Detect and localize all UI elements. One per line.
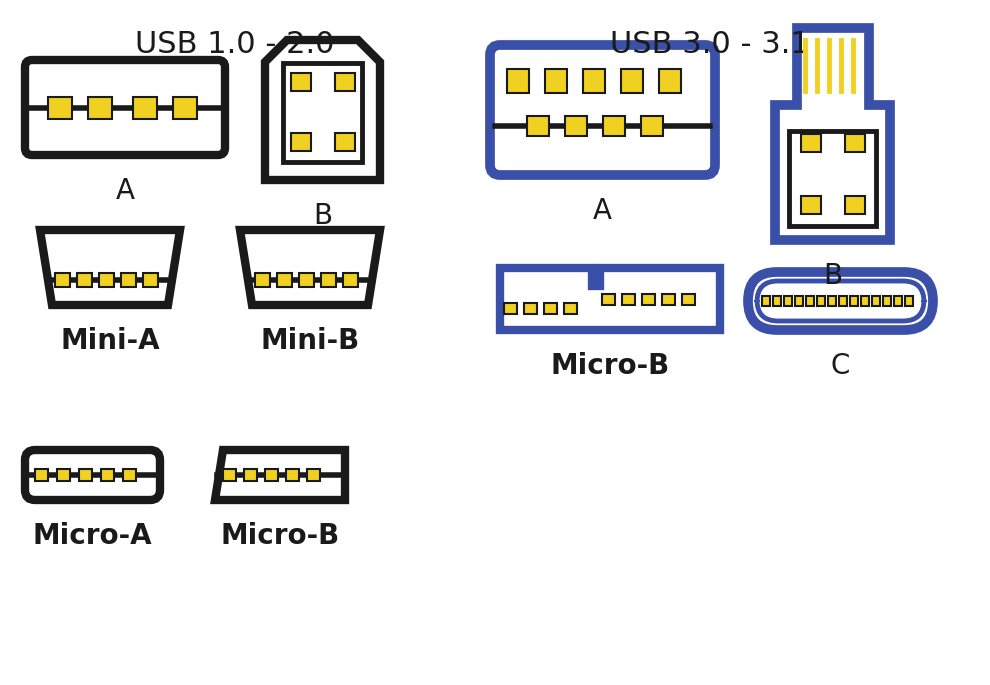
Bar [343, 273, 357, 287]
Bar [789, 131, 876, 226]
Bar [290, 133, 311, 151]
Text: USB 3.0 - 3.1: USB 3.0 - 3.1 [610, 30, 810, 59]
Bar [795, 296, 803, 306]
Text: Mini-A: Mini-A [60, 327, 159, 355]
Bar [123, 469, 136, 481]
Bar [563, 303, 576, 314]
Bar [101, 469, 114, 481]
Bar [56, 469, 69, 481]
FancyBboxPatch shape [490, 45, 715, 175]
Text: USB 1.0 - 2.0: USB 1.0 - 2.0 [136, 30, 335, 59]
Polygon shape [500, 268, 720, 330]
Bar [565, 116, 587, 136]
Text: Micro-A: Micro-A [33, 522, 152, 550]
Bar [681, 293, 695, 305]
Bar [883, 296, 891, 306]
Bar [244, 469, 256, 481]
Bar [844, 196, 864, 214]
Bar [121, 273, 136, 287]
Text: B: B [313, 202, 332, 230]
Bar [544, 303, 556, 314]
Bar [801, 196, 821, 214]
Bar [254, 273, 269, 287]
Bar [844, 134, 864, 152]
Bar [872, 296, 880, 306]
Bar [762, 296, 770, 306]
Bar [307, 469, 320, 481]
Bar [264, 469, 277, 481]
Bar [659, 69, 681, 93]
Bar [78, 469, 91, 481]
Bar [661, 293, 674, 305]
Bar [54, 273, 69, 287]
Bar [98, 273, 114, 287]
Text: Micro-B: Micro-B [221, 522, 340, 550]
Bar [801, 134, 821, 152]
Bar [905, 296, 913, 306]
Polygon shape [215, 450, 345, 500]
Bar [504, 303, 517, 314]
Bar [828, 296, 836, 306]
Bar [642, 293, 654, 305]
Text: A: A [593, 197, 612, 225]
Bar [173, 97, 197, 119]
Bar [299, 273, 314, 287]
Bar [335, 73, 354, 91]
Bar [88, 97, 112, 119]
Bar [861, 296, 869, 306]
Bar [223, 469, 236, 481]
Bar [603, 116, 625, 136]
Bar [621, 69, 643, 93]
Bar [622, 293, 635, 305]
FancyBboxPatch shape [748, 272, 933, 330]
Text: Mini-B: Mini-B [260, 327, 359, 355]
Bar [321, 273, 336, 287]
Bar [507, 69, 529, 93]
Bar [335, 133, 354, 151]
Bar [545, 69, 567, 93]
FancyBboxPatch shape [757, 281, 924, 321]
Bar [817, 296, 825, 306]
Bar [76, 273, 91, 287]
Bar [839, 296, 847, 306]
Bar [773, 296, 781, 306]
Bar [894, 296, 902, 306]
Bar [583, 69, 605, 93]
FancyBboxPatch shape [25, 60, 225, 155]
Polygon shape [240, 230, 380, 305]
Bar [602, 293, 615, 305]
Bar [133, 97, 157, 119]
Polygon shape [775, 28, 890, 240]
Text: B: B [823, 262, 842, 290]
Text: Micro-B: Micro-B [550, 352, 669, 380]
Polygon shape [40, 230, 180, 305]
Bar [283, 63, 362, 162]
Text: A: A [116, 177, 135, 205]
Bar [806, 296, 814, 306]
Bar [35, 469, 48, 481]
Bar [641, 116, 663, 136]
Bar [524, 303, 537, 314]
Bar [143, 273, 157, 287]
FancyBboxPatch shape [25, 450, 160, 500]
Bar [527, 116, 549, 136]
Bar [48, 97, 72, 119]
Bar [850, 296, 858, 306]
Bar [276, 273, 291, 287]
Bar [285, 469, 299, 481]
Text: C: C [831, 352, 850, 380]
Bar [290, 73, 311, 91]
Bar [784, 296, 792, 306]
Polygon shape [265, 40, 380, 180]
